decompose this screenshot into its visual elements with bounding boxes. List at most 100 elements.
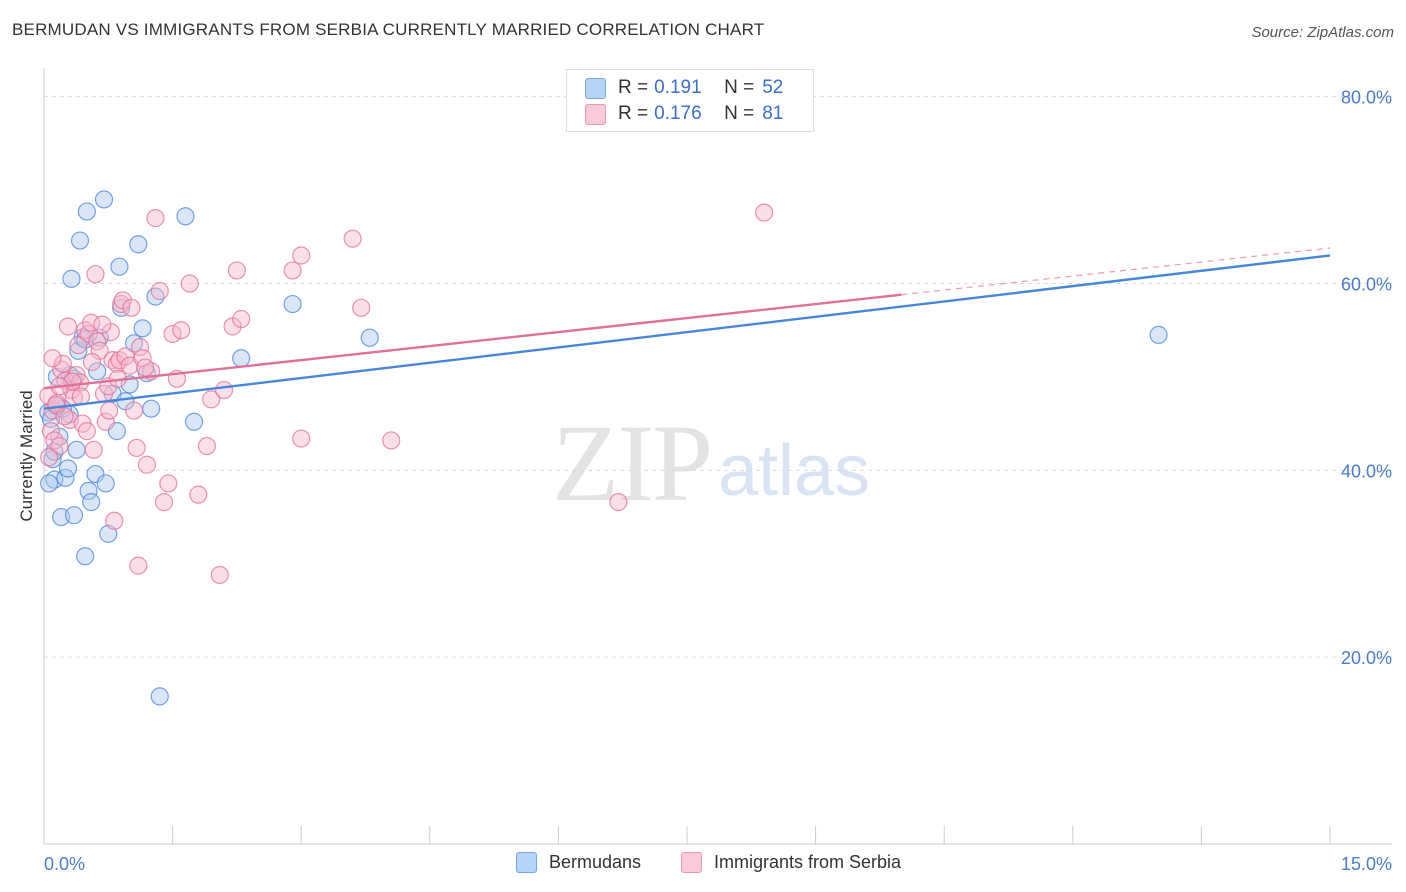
serbia-point <box>122 298 141 317</box>
serbia-point <box>292 429 311 448</box>
serbia-point <box>77 422 96 441</box>
serbia-point <box>127 438 146 458</box>
y-tick-label: 20.0% <box>1341 648 1392 668</box>
bermudan-point <box>142 399 161 418</box>
serbia-point <box>609 493 628 512</box>
serbia-point <box>214 380 234 400</box>
serbia-point <box>100 401 119 420</box>
serbia-point <box>50 436 69 456</box>
serbia-point <box>172 321 191 340</box>
legend-row-bermudans: R = 0.191 N = 52 <box>585 76 783 100</box>
bermudan-point <box>67 440 86 459</box>
bermudan-point <box>40 474 59 493</box>
stats-legend: R = 0.191 N = 52 R = 0.176 N = 81 <box>566 69 814 132</box>
bermudan-point <box>70 231 90 250</box>
serbia-point <box>136 358 155 377</box>
legend-n-label: N = <box>724 103 755 124</box>
bermudan-point <box>62 269 81 288</box>
bermudan-point <box>88 362 107 381</box>
bermudan-point <box>82 493 101 512</box>
serbia-point <box>84 440 103 459</box>
serbia-point <box>105 511 124 530</box>
bermudan-point <box>1149 325 1168 344</box>
bermudan-point <box>64 506 84 525</box>
serbia-point <box>197 436 216 456</box>
serbia-point <box>41 422 60 441</box>
bottom-swatch-serbia <box>681 852 702 873</box>
serbia-point <box>40 448 59 467</box>
y-tick-label: 40.0% <box>1341 461 1392 481</box>
legend-r-label: R = <box>618 77 649 98</box>
serbia-point <box>96 412 115 431</box>
serbia-point <box>283 261 302 280</box>
serbia-point <box>146 209 165 228</box>
serbia-point <box>352 298 371 317</box>
bermudan-point <box>76 547 95 566</box>
bottom-legend-label: Immigrants from Serbia <box>714 852 902 872</box>
serbia-point <box>154 493 174 512</box>
serbia-point <box>82 352 102 372</box>
bermudan-point <box>96 474 115 493</box>
serbia-point <box>189 485 208 504</box>
serbia-trendline <box>43 293 902 390</box>
x-tick-label: 0.0% <box>44 854 85 874</box>
bermudan-point <box>110 257 129 276</box>
serbia-point <box>55 407 74 426</box>
legend-row-serbia: R = 0.176 N = 81 <box>585 102 783 126</box>
bermudan-point <box>133 319 152 338</box>
serbia-point <box>159 474 178 493</box>
bermudan-point <box>129 235 148 254</box>
serbia-point <box>382 431 401 450</box>
legend-swatch-bermudans <box>585 77 606 99</box>
serbia-point <box>69 336 88 355</box>
legend-n-label: N = <box>724 77 755 98</box>
y-tick-label: 80.0% <box>1341 88 1392 108</box>
legend-n-value: 52 <box>762 77 784 98</box>
bermudan-point <box>232 349 251 368</box>
bermudan-point <box>176 207 195 226</box>
serbia-point <box>232 309 251 329</box>
serbia-point <box>150 281 169 301</box>
serbia-point <box>124 401 144 420</box>
serbia-point <box>86 265 105 284</box>
serbia-point <box>210 565 229 585</box>
serbia-point <box>180 274 199 293</box>
serbia-point <box>129 556 148 575</box>
legend-swatch-serbia <box>585 103 606 125</box>
serbia-point <box>292 246 311 265</box>
bottom-legend-label: Bermudans <box>549 852 642 872</box>
bottom-legend-bermudans: Bermudans <box>516 852 641 873</box>
bermudan-point <box>58 459 78 478</box>
legend-n-value: 81 <box>762 103 784 124</box>
bermudan-point <box>150 687 169 706</box>
watermark-atlas: atlas <box>718 431 871 511</box>
legend-r-value: 0.176 <box>654 103 702 124</box>
x-tick-label: 15.0% <box>1341 854 1392 874</box>
bermudan-point <box>360 328 379 347</box>
serbia-point <box>130 337 150 357</box>
source-label: Source: ZipAtlas.com <box>1251 24 1394 41</box>
bermudan-point <box>86 464 105 484</box>
y-tick-label: 60.0% <box>1341 275 1392 295</box>
bermudan-point <box>184 412 204 431</box>
legend-r-label: R = <box>618 103 649 124</box>
serbia-point <box>93 315 112 334</box>
bottom-legend-serbia: Immigrants from Serbia <box>681 852 901 873</box>
watermark-zip: ZIP <box>552 402 713 524</box>
bottom-swatch-bermudans <box>516 852 537 873</box>
serbia-point <box>137 455 156 474</box>
serbia-point <box>82 313 101 332</box>
serbia-point <box>45 431 64 450</box>
bermudan-point <box>77 202 96 221</box>
serbia-point <box>343 229 362 248</box>
serbia-point <box>43 349 62 368</box>
serbia-trendline-dashed <box>901 247 1331 296</box>
bottom-legend: Bermudans Immigrants from Serbia <box>0 852 1406 878</box>
bermudan-point <box>283 294 302 314</box>
chart-title: BERMUDAN VS IMMIGRANTS FROM SERBIA CURRE… <box>12 20 765 39</box>
bermudan-point <box>79 481 98 500</box>
legend-r-value: 0.191 <box>654 77 702 98</box>
bermudan-point <box>94 190 114 209</box>
serbia-point <box>58 317 78 336</box>
